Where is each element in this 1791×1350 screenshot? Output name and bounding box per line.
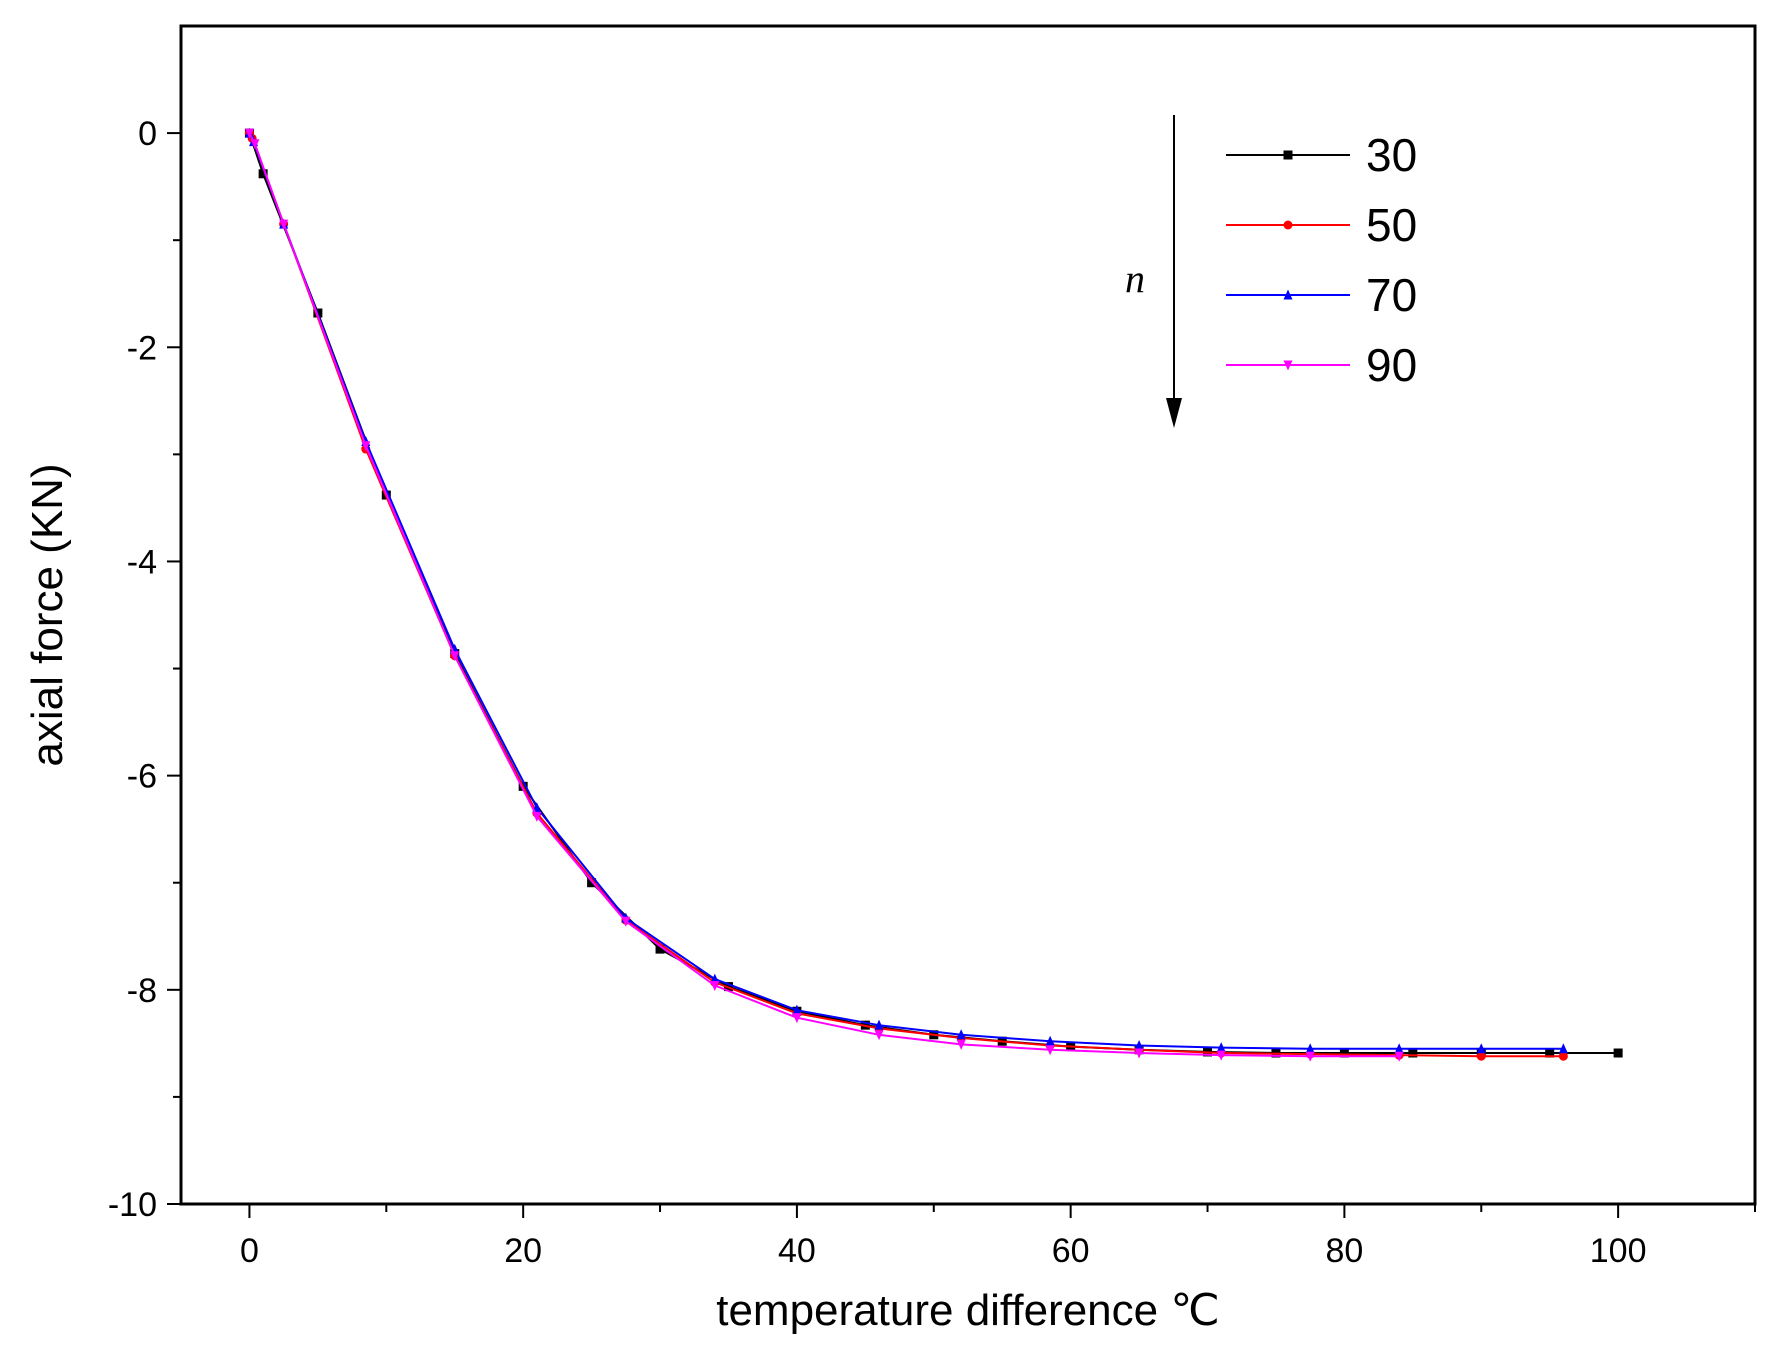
legend: 30 50 70 90 <box>1226 129 1417 391</box>
data-point <box>1045 1035 1055 1046</box>
series-30 <box>244 128 1623 1058</box>
data-point <box>710 981 720 992</box>
data-point <box>956 1039 966 1050</box>
x-tick-label: 20 <box>504 1232 542 1270</box>
data-point <box>1134 1040 1144 1051</box>
data-point <box>361 441 371 452</box>
x-tick-label: 40 <box>778 1232 816 1270</box>
y-axis-title: axial force (KN) <box>23 463 72 766</box>
legend-item-50: 50 <box>1226 199 1417 251</box>
n-arrow-label: n <box>1125 256 1145 301</box>
y-tick-label: -4 <box>127 543 157 581</box>
data-point <box>1216 1042 1226 1053</box>
y-tick-label: -10 <box>108 1186 157 1224</box>
data-point <box>1558 1051 1568 1061</box>
data-point <box>587 878 597 888</box>
y-tick-label: -6 <box>127 758 157 796</box>
data-point <box>1613 1048 1623 1058</box>
x-axis: 0 20 40 60 80 100 <box>240 1204 1756 1270</box>
legend-item-90: 90 <box>1226 339 1417 391</box>
y-tick-label: -8 <box>127 972 157 1010</box>
data-point <box>1305 1043 1315 1054</box>
legend-marker <box>1283 150 1293 160</box>
data-point <box>1134 1048 1144 1059</box>
data-point <box>244 128 254 139</box>
data-point <box>874 1019 884 1030</box>
data-point <box>1339 1048 1349 1058</box>
data-point <box>1045 1045 1055 1056</box>
data-point <box>1545 1048 1555 1058</box>
plot-frame <box>179 24 1757 1206</box>
data-point <box>279 219 289 230</box>
series-70 <box>244 127 1568 1054</box>
legend-marker <box>1283 360 1293 371</box>
legend-label: 90 <box>1366 339 1417 391</box>
data-point <box>1476 1051 1486 1061</box>
x-tick-label: 60 <box>1052 1232 1090 1270</box>
data-point <box>1394 1051 1404 1062</box>
data-point <box>621 916 631 927</box>
data-point <box>258 169 268 179</box>
data-point <box>792 1013 802 1024</box>
y-axis: 0 -2 -4 -6 -8 -10 <box>108 115 181 1224</box>
data-point <box>532 811 542 822</box>
data-point <box>1476 1043 1486 1054</box>
data-point <box>956 1029 966 1040</box>
data-point <box>1305 1051 1315 1062</box>
x-tick-label: 100 <box>1590 1232 1647 1270</box>
data-point <box>792 1004 802 1015</box>
y-tick-label: 0 <box>138 115 157 153</box>
x-tick-label: 0 <box>240 1232 259 1270</box>
data-point <box>1394 1043 1404 1054</box>
x-tick-label: 80 <box>1325 1232 1363 1270</box>
y-tick-label: -2 <box>127 329 157 367</box>
data-point <box>874 1030 884 1041</box>
data-point <box>250 139 260 150</box>
series-line-90 <box>248 132 1400 1058</box>
series-90 <box>244 128 1404 1062</box>
data-point <box>1408 1048 1418 1058</box>
legend-marker <box>1283 289 1293 300</box>
n-arrow: n <box>1125 115 1182 428</box>
legend-label: 70 <box>1366 269 1417 321</box>
legend-label: 30 <box>1366 129 1417 181</box>
data-point <box>655 944 665 954</box>
data-point <box>450 651 460 662</box>
series-layer <box>244 127 1623 1062</box>
x-axis-title: temperature difference ℃ <box>716 1286 1220 1335</box>
data-point <box>1558 1043 1568 1054</box>
legend-marker <box>1283 220 1293 230</box>
n-arrow-head <box>1166 398 1182 428</box>
legend-item-70: 70 <box>1226 269 1417 321</box>
legend-item-30: 30 <box>1226 129 1417 181</box>
data-point <box>1216 1050 1226 1061</box>
series-line-70 <box>248 132 1564 1050</box>
legend-label: 50 <box>1366 199 1417 251</box>
